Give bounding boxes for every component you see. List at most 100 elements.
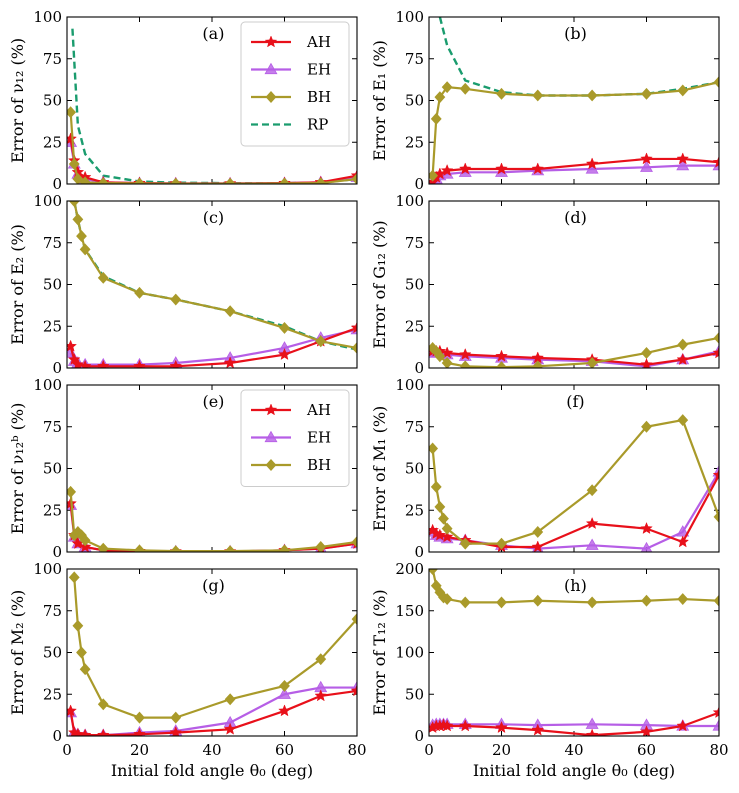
y-tick-label: 100 xyxy=(395,8,424,26)
y-tick-label: 100 xyxy=(395,192,424,210)
data-point-bh xyxy=(459,537,471,550)
data-point-bh xyxy=(441,81,453,94)
data-point-ah xyxy=(133,359,146,368)
data-point-bh xyxy=(641,594,652,607)
plot-frame xyxy=(428,384,720,553)
legend-label-ah: AH xyxy=(306,33,331,51)
panel-label: (e) xyxy=(202,392,224,411)
y-tick-label: 0 xyxy=(414,727,424,745)
series-line-eh xyxy=(431,471,719,550)
series-line-eh xyxy=(69,328,357,366)
y-tick-label: 75 xyxy=(405,50,424,68)
series-group xyxy=(67,571,357,736)
data-point-bh xyxy=(279,679,290,692)
y-tick-label: 100 xyxy=(33,192,62,210)
data-point-bh xyxy=(438,512,449,525)
x-tick-label: 80 xyxy=(709,741,728,759)
data-point-bh xyxy=(315,335,327,348)
series-line-ah xyxy=(69,503,357,552)
data-point-bh xyxy=(134,544,145,552)
data-point-bh xyxy=(434,91,446,104)
y-tick-label: 75 xyxy=(43,418,62,436)
data-point-bh xyxy=(68,571,80,584)
y-tick-label: 100 xyxy=(395,644,424,662)
panel-d: 0 25 50 75 100 Error of G₁₂ (%) (d) xyxy=(370,192,720,377)
y-axis-label: Error of ν₁₂ᵇ (%) xyxy=(8,403,27,535)
data-point-ah xyxy=(440,719,454,732)
y-tick-label: 25 xyxy=(405,317,424,335)
data-point-bh xyxy=(97,698,109,711)
series-line-ah xyxy=(69,689,357,736)
data-point-bh xyxy=(429,569,439,575)
series-line-bh xyxy=(431,336,719,368)
data-point-bh xyxy=(97,271,109,284)
data-point-ah xyxy=(712,468,719,481)
y-axis-label: Error of M₁ (%) xyxy=(370,406,389,532)
data-point-bh xyxy=(713,76,719,89)
y-axis-label: Error of T₁₂ (%) xyxy=(370,589,389,715)
data-point-bh xyxy=(68,201,80,207)
x-tick-label: 40 xyxy=(202,741,221,759)
data-point-ah xyxy=(458,162,472,175)
data-point-bh xyxy=(641,420,652,433)
legend-label-eh: EH xyxy=(307,429,331,447)
data-point-bh xyxy=(586,596,598,609)
data-point-ah xyxy=(169,359,183,368)
y-tick-label: 25 xyxy=(43,685,62,703)
plot-frame xyxy=(66,384,358,553)
data-point-eh xyxy=(585,538,599,550)
data-point-ah xyxy=(67,339,77,352)
data-point-ah xyxy=(223,722,237,735)
plot-frame xyxy=(428,568,720,737)
data-point-bh xyxy=(72,173,84,184)
series-group xyxy=(429,331,719,368)
panel-label: (b) xyxy=(564,24,587,43)
data-point-ah xyxy=(712,705,719,719)
data-point-ah xyxy=(676,535,690,548)
data-point-ah xyxy=(676,152,690,165)
panel-label: (g) xyxy=(202,576,225,595)
data-point-ah xyxy=(712,346,719,359)
data-point-ah xyxy=(495,349,508,362)
y-tick-label: 0 xyxy=(52,727,62,745)
y-tick-label: 50 xyxy=(43,276,62,294)
x-tick-label: 60 xyxy=(275,741,294,759)
y-tick-label: 50 xyxy=(43,460,62,478)
data-point-bh xyxy=(441,357,453,368)
x-tick-label: 80 xyxy=(347,741,366,759)
y-tick-label: 0 xyxy=(52,543,62,561)
data-point-bh xyxy=(79,534,91,547)
data-point-bh xyxy=(532,594,544,607)
data-point-ah xyxy=(458,719,472,732)
data-point-bh xyxy=(713,331,719,344)
data-point-ah xyxy=(278,704,291,717)
data-point-bh xyxy=(677,338,689,351)
data-point-bh xyxy=(713,594,719,607)
y-tick-label: 200 xyxy=(395,560,424,578)
y-tick-label: 50 xyxy=(43,644,62,662)
data-point-bh xyxy=(279,177,290,184)
data-point-bh xyxy=(532,89,544,102)
data-point-ah xyxy=(712,155,719,168)
legend-marker-bh xyxy=(265,459,277,471)
y-tick-label: 0 xyxy=(414,543,424,561)
data-point-ah xyxy=(350,684,357,697)
data-point-bh xyxy=(224,693,236,706)
plot-frame xyxy=(66,200,358,369)
y-tick-label: 25 xyxy=(405,133,424,151)
data-point-ah xyxy=(676,352,690,366)
data-point-ah xyxy=(640,521,653,535)
y-tick-label: 75 xyxy=(405,418,424,436)
y-tick-label: 50 xyxy=(405,92,424,110)
series-group xyxy=(429,17,719,184)
data-point-bh xyxy=(76,646,87,659)
data-point-ah xyxy=(169,725,183,736)
data-point-bh xyxy=(134,286,145,299)
data-point-ah xyxy=(585,728,599,736)
y-tick-label: 0 xyxy=(414,359,424,377)
data-point-bh xyxy=(76,230,87,243)
legend-marker-eh xyxy=(264,430,278,443)
data-point-bh xyxy=(68,158,80,170)
y-tick-label: 75 xyxy=(43,50,62,68)
data-point-bh xyxy=(441,593,453,606)
